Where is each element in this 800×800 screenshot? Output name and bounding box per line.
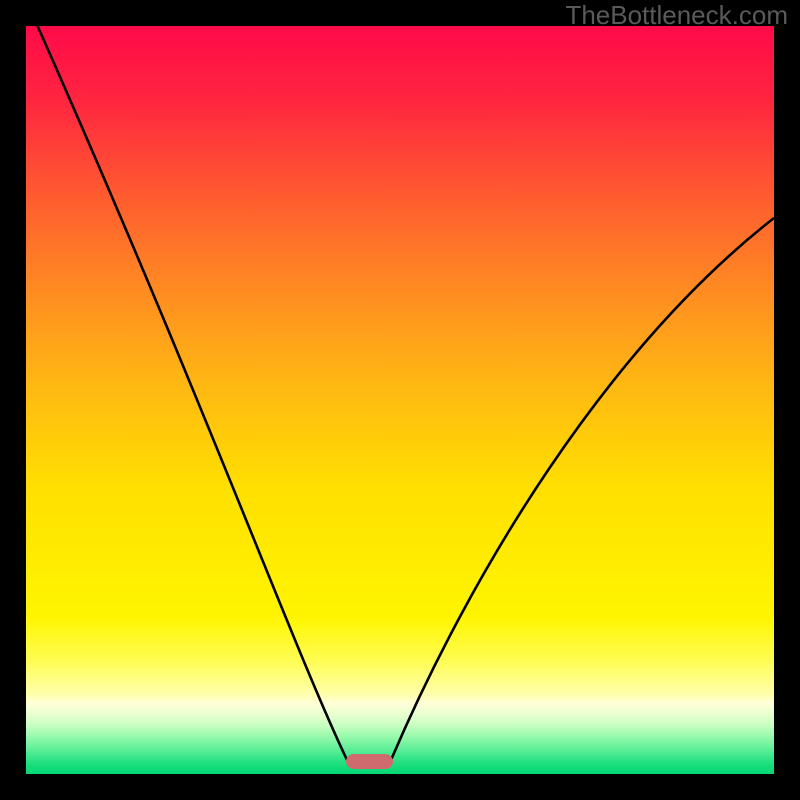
plot-frame: [0, 0, 800, 800]
watermark: TheBottleneck.com: [565, 0, 788, 31]
